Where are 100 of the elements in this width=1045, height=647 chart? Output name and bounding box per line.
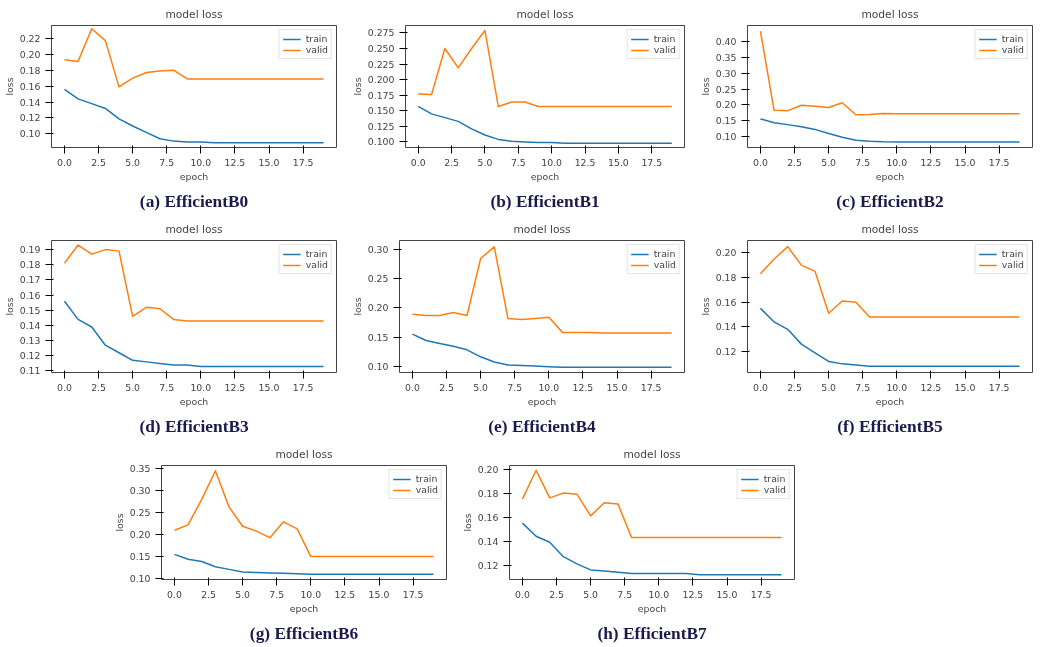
y-tick-label: 0.20: [19, 48, 41, 60]
x-tick-label: 17.5: [750, 588, 772, 600]
y-axis-title: loss: [351, 77, 363, 96]
x-tick-label: 7.5: [855, 156, 871, 168]
x-axis-title: epoch: [637, 602, 667, 614]
line-series: [411, 246, 673, 334]
x-tick-label: 15.0: [258, 156, 280, 168]
line-series: [759, 118, 1021, 143]
legend-label: train: [1001, 33, 1024, 44]
x-tick-label: 5.0: [125, 156, 141, 168]
x-tick-label: 7.5: [269, 588, 285, 600]
y-axis-title: loss: [461, 513, 473, 532]
y-tick-label: 0.30: [367, 244, 389, 256]
y-tick-label: 0.19: [19, 244, 41, 256]
text: (h) EfficientB7: [597, 623, 707, 643]
x-tick-label: 12.5: [334, 588, 356, 600]
y-tick-label: 0.35: [715, 51, 737, 63]
x-tick-label: 12.5: [574, 156, 596, 168]
x-tick-label: 10.0: [300, 588, 322, 600]
line-series: [63, 27, 325, 88]
y-tick-label: 0.17: [19, 274, 41, 286]
y-tick-label: 0.20: [715, 247, 737, 259]
x-tick-label: 10.0: [190, 156, 212, 168]
chart-title: model loss: [275, 447, 334, 461]
y-tick-label: 0.12: [19, 350, 41, 362]
x-tick-label: 17.5: [988, 381, 1010, 393]
line-series: [417, 29, 673, 108]
y-axis-title: loss: [699, 297, 711, 316]
x-axis-title: epoch: [179, 170, 209, 182]
x-tick-label: 2.5: [787, 381, 803, 393]
x-axis-title: epoch: [875, 395, 905, 407]
y-tick-label: 0.20: [367, 302, 389, 314]
x-tick-label: 5.0: [821, 381, 837, 393]
x-tick-label: 7.5: [159, 381, 175, 393]
x-tick-label: 17.5: [640, 381, 662, 393]
x-tick-label: 15.0: [954, 156, 976, 168]
y-tick-label: 0.30: [129, 485, 151, 497]
x-axis-title: epoch: [527, 395, 557, 407]
x-tick-label: 10.0: [190, 381, 212, 393]
x-tick-label: 12.5: [920, 156, 942, 168]
x-tick-label: 5.0: [583, 588, 599, 600]
y-tick-label: 0.35: [129, 463, 151, 475]
y-tick-label: 0.25: [715, 83, 737, 95]
y-tick-label: 0.20: [129, 529, 151, 541]
x-tick-label: 0.0: [57, 156, 72, 168]
x-tick-label: 17.5: [292, 381, 314, 393]
y-tick-label: 0.14: [19, 96, 41, 108]
y-tick-label: 0.175: [367, 89, 395, 101]
x-tick-label: 7.5: [159, 156, 175, 168]
line-series: [521, 522, 783, 576]
y-tick-label: 0.12: [477, 559, 499, 571]
y-axis-title: loss: [699, 77, 711, 96]
legend-label: train: [653, 33, 676, 44]
x-tick-label: 17.5: [292, 156, 314, 168]
y-tick-label: 0.275: [367, 27, 395, 39]
x-tick-label: 0.0: [410, 156, 426, 168]
y-axis-title: loss: [113, 513, 125, 532]
x-tick-label: 7.5: [855, 381, 871, 393]
x-tick-label: 12.5: [920, 381, 942, 393]
x-tick-label: 10.0: [538, 381, 560, 393]
legend-label: train: [415, 473, 438, 484]
y-tick-label: 0.30: [715, 67, 737, 79]
y-tick-label: 0.16: [477, 511, 499, 523]
chart-title: model loss: [513, 222, 572, 236]
y-tick-label: 0.10: [367, 360, 389, 372]
text: (g) EfficientB6: [249, 623, 359, 643]
x-tick-label: 0.0: [167, 588, 182, 600]
x-tick-label: 17.5: [402, 588, 424, 600]
legend-label: valid: [653, 44, 676, 55]
line-series: [521, 469, 783, 539]
legend-label: valid: [763, 484, 786, 495]
y-tick-label: 0.20: [477, 463, 499, 475]
line-series: [63, 300, 325, 368]
x-tick-label: 0.0: [57, 381, 72, 393]
x-tick-label: 0.0: [753, 156, 768, 168]
line-series: [63, 88, 325, 144]
line-series: [411, 333, 673, 369]
x-tick-label: 2.5: [91, 156, 107, 168]
x-tick-label: 10.0: [886, 381, 908, 393]
text: (a) EfficientB0: [139, 191, 249, 211]
x-tick-label: 2.5: [444, 156, 460, 168]
y-tick-label: 0.18: [715, 272, 737, 284]
y-tick-label: 0.15: [715, 115, 737, 127]
x-tick-label: 15.0: [606, 381, 628, 393]
y-tick-label: 0.18: [477, 487, 499, 499]
x-tick-label: 10.0: [648, 588, 670, 600]
y-tick-label: 0.18: [19, 64, 41, 76]
y-tick-label: 0.25: [367, 273, 389, 285]
y-tick-label: 0.11: [19, 365, 41, 377]
x-tick-label: 7.5: [510, 156, 526, 168]
line-series: [173, 470, 435, 558]
y-tick-label: 0.225: [367, 58, 395, 70]
x-tick-label: 2.5: [439, 381, 455, 393]
legend-label: valid: [1001, 44, 1024, 55]
line-series: [63, 244, 325, 322]
x-tick-label: 15.0: [608, 156, 629, 168]
x-tick-label: 2.5: [91, 381, 107, 393]
x-tick-label: 12.5: [224, 156, 246, 168]
y-tick-label: 0.125: [367, 120, 395, 132]
x-axis-title: epoch: [530, 170, 560, 182]
